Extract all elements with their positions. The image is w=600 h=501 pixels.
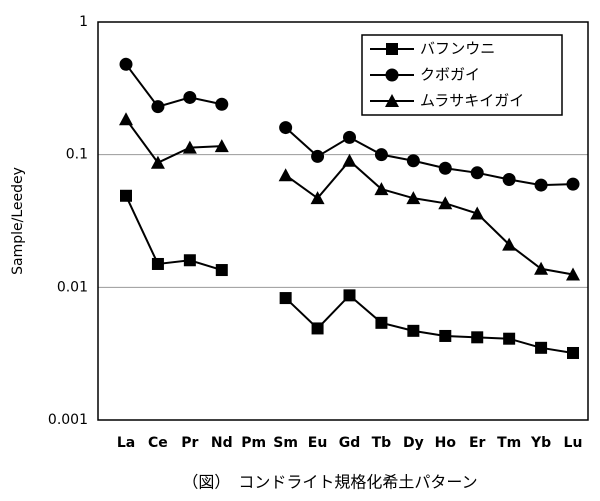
- marker: [407, 324, 420, 337]
- y-axis-label: Sample/Leedey: [10, 167, 26, 275]
- series-line: [125, 118, 574, 276]
- marker: [470, 166, 484, 180]
- y-tick-label: 0.001: [48, 412, 88, 428]
- x-tick-label: Er: [469, 435, 486, 451]
- marker: [502, 237, 517, 251]
- marker: [311, 322, 324, 335]
- marker: [470, 206, 485, 220]
- x-tick-label: Nd: [211, 435, 233, 451]
- marker: [182, 140, 197, 154]
- marker: [214, 139, 229, 153]
- marker: [503, 332, 516, 345]
- x-tick-label: Yb: [530, 435, 551, 451]
- marker: [183, 90, 197, 104]
- marker: [342, 153, 357, 167]
- marker: [119, 57, 133, 71]
- x-tick-label: Ce: [148, 435, 168, 451]
- marker: [535, 341, 548, 354]
- marker: [278, 168, 293, 182]
- marker: [279, 292, 292, 305]
- y-tick-label: 1: [79, 14, 88, 30]
- marker: [343, 130, 356, 144]
- marker: [374, 148, 388, 162]
- x-tick-label: Tm: [497, 435, 521, 451]
- marker: [567, 346, 579, 359]
- marker: [151, 100, 165, 114]
- marker: [438, 196, 453, 210]
- marker: [343, 289, 356, 302]
- marker: [502, 172, 516, 186]
- x-tick-label: Ho: [435, 435, 457, 451]
- series-line: [125, 195, 574, 354]
- marker: [311, 149, 325, 163]
- x-tick-label: Tb: [372, 435, 392, 451]
- marker: [566, 267, 580, 281]
- marker: [439, 329, 452, 342]
- marker: [215, 97, 229, 111]
- marker: [310, 191, 325, 205]
- marker: [534, 178, 548, 192]
- legend-label: ムラサキイガイ: [420, 92, 524, 110]
- legend-label: バフンウニ: [420, 40, 495, 58]
- marker: [534, 261, 549, 275]
- marker: [406, 191, 421, 205]
- plot-frame: [97, 21, 589, 421]
- x-tick-label: Dy: [403, 435, 424, 451]
- series-line: [125, 63, 574, 187]
- marker: [120, 189, 132, 202]
- legend-marker: [386, 43, 398, 55]
- x-tick-label: Eu: [308, 435, 328, 451]
- marker: [438, 161, 452, 175]
- legend-marker: [385, 94, 399, 107]
- x-tick-label: Pr: [181, 435, 198, 451]
- caption: （図） コンドライト規格化希土パターン: [182, 473, 477, 492]
- marker: [150, 155, 165, 169]
- marker: [279, 121, 293, 135]
- marker: [406, 154, 420, 168]
- marker: [119, 112, 133, 126]
- marker: [374, 182, 389, 196]
- legend-label: クボガイ: [420, 66, 480, 84]
- y-tick-label: 0.1: [66, 147, 88, 163]
- x-tick-label: Pm: [241, 435, 266, 451]
- x-tick-label: Sm: [273, 435, 298, 451]
- x-tick-label: La: [117, 435, 135, 451]
- marker: [566, 177, 580, 191]
- marker: [183, 254, 196, 267]
- marker: [471, 331, 484, 344]
- marker: [151, 257, 164, 270]
- x-tick-label: Gd: [339, 435, 361, 451]
- y-tick-label: 0.01: [57, 279, 88, 295]
- x-tick-label: Lu: [564, 435, 583, 451]
- marker: [375, 316, 388, 329]
- legend-marker: [385, 68, 399, 82]
- marker: [215, 264, 228, 277]
